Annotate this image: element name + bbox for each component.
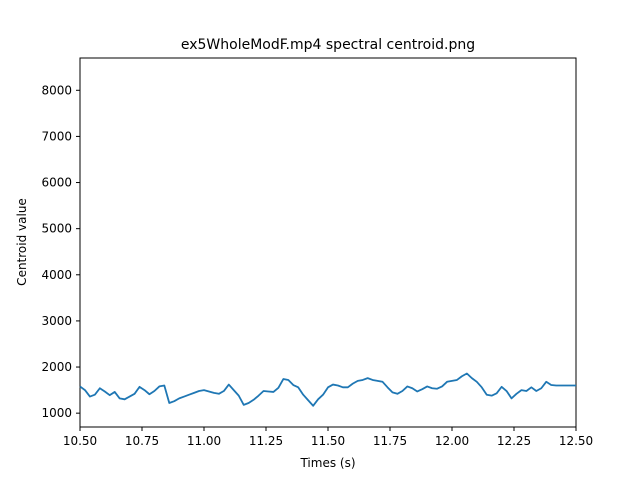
chart-title: ex5WholeModF.mp4 spectral centroid.png	[181, 37, 475, 53]
centroid-series-line	[79, 372, 576, 407]
series-layer	[79, 372, 576, 407]
y-tick-label: 2000	[41, 360, 72, 374]
y-axis: 1000 2000 3000 4000 5000 6000 7000 8000	[41, 83, 80, 420]
y-tick-label: 5000	[41, 222, 72, 236]
x-tick-label: 10.50	[63, 434, 97, 448]
x-tick-label: 11.50	[311, 434, 345, 448]
y-tick-label: 7000	[41, 129, 72, 143]
x-tick-label: 12.50	[559, 434, 593, 448]
y-tick-label: 4000	[41, 268, 72, 282]
x-tick-label: 11.75	[373, 434, 407, 448]
y-tick-label: 1000	[41, 406, 72, 420]
x-tick-label: 10.75	[125, 434, 159, 448]
x-tick-label: 11.00	[187, 434, 221, 448]
y-tick-label: 3000	[41, 314, 72, 328]
y-tick-label: 8000	[41, 83, 72, 97]
plot-area	[79, 57, 577, 428]
y-tick-label: 6000	[41, 176, 72, 190]
x-tick-label: 11.25	[249, 434, 283, 448]
x-tick-label: 12.25	[497, 434, 531, 448]
x-axis-label: Times (s)	[299, 456, 355, 470]
x-axis: 10.50 10.75 11.00 11.25 11.50 11.75 12.00 12.25…	[63, 427, 593, 448]
x-tick-label: 12.00	[435, 434, 469, 448]
y-axis-label: Centroid value	[15, 198, 29, 286]
